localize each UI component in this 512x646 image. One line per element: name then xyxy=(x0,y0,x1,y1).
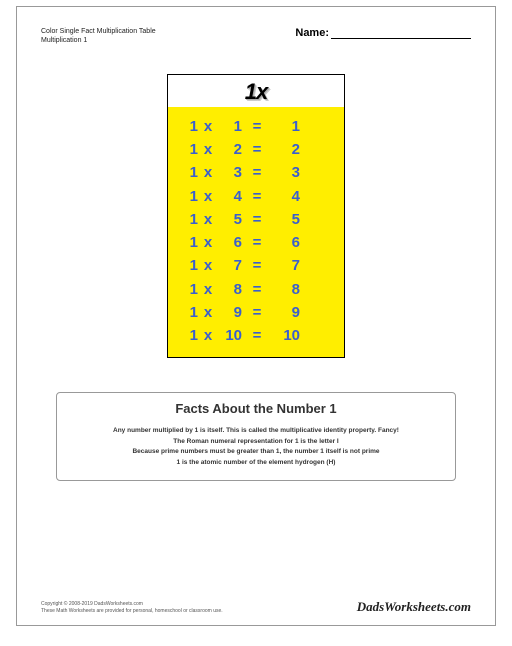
factor-b: 2 xyxy=(218,138,242,161)
factor-b: 8 xyxy=(218,278,242,301)
operator: x xyxy=(198,278,218,301)
multiplication-table: 1x 1x1=11x2=21x3=31x4=41x5=51x6=61x7=71x… xyxy=(167,74,345,359)
name-field: Name: xyxy=(295,27,471,39)
fact-line: Because prime numbers must be greater th… xyxy=(67,447,445,457)
facts-title: Facts About the Number 1 xyxy=(67,401,445,416)
operator: x xyxy=(198,138,218,161)
factor-a: 1 xyxy=(182,185,198,208)
factor-a: 1 xyxy=(182,254,198,277)
operator: x xyxy=(198,161,218,184)
brand-logo: DadsWorksheets.com xyxy=(357,599,471,615)
fact-row: 1x9=9 xyxy=(182,301,330,324)
fact-row: 1x6=6 xyxy=(182,231,330,254)
fact-line: Any number multiplied by 1 is itself. Th… xyxy=(67,426,445,436)
facts-lines: Any number multiplied by 1 is itself. Th… xyxy=(67,426,445,468)
answer: 9 xyxy=(272,301,300,324)
factor-b: 5 xyxy=(218,208,242,231)
fact-row: 1x8=8 xyxy=(182,278,330,301)
equals: = xyxy=(242,254,272,277)
factor-a: 1 xyxy=(182,278,198,301)
factor-b: 10 xyxy=(218,324,242,347)
answer: 3 xyxy=(272,161,300,184)
equals: = xyxy=(242,115,272,138)
fact-row: 1x1=1 xyxy=(182,115,330,138)
answer: 5 xyxy=(272,208,300,231)
table-heading: 1x xyxy=(168,75,344,107)
fact-row: 1x7=7 xyxy=(182,254,330,277)
operator: x xyxy=(198,254,218,277)
factor-a: 1 xyxy=(182,231,198,254)
equals: = xyxy=(242,231,272,254)
fact-row: 1x4=4 xyxy=(182,185,330,208)
operator: x xyxy=(198,231,218,254)
factor-a: 1 xyxy=(182,208,198,231)
answer: 1 xyxy=(272,115,300,138)
factor-a: 1 xyxy=(182,301,198,324)
equals: = xyxy=(242,138,272,161)
footer-left: Copyright © 2008-2019 DadsWorksheets.com… xyxy=(41,601,223,615)
factor-a: 1 xyxy=(182,138,198,161)
title-line-1: Color Single Fact Multiplication Table xyxy=(41,27,156,36)
equals: = xyxy=(242,301,272,324)
operator: x xyxy=(198,185,218,208)
table-heading-text: 1x xyxy=(245,79,267,104)
answer: 8 xyxy=(272,278,300,301)
name-line[interactable] xyxy=(331,29,471,39)
fact-row: 1x5=5 xyxy=(182,208,330,231)
fact-row: 1x3=3 xyxy=(182,161,330,184)
answer: 10 xyxy=(272,324,300,347)
equals: = xyxy=(242,278,272,301)
worksheet-page: Color Single Fact Multiplication Table M… xyxy=(16,6,496,626)
factor-a: 1 xyxy=(182,324,198,347)
tagline-text: These Math Worksheets are provided for p… xyxy=(41,608,223,615)
fact-line: The Roman numeral representation for 1 i… xyxy=(67,437,445,447)
operator: x xyxy=(198,324,218,347)
fact-row: 1x2=2 xyxy=(182,138,330,161)
fact-line: 1 is the atomic number of the element hy… xyxy=(67,458,445,468)
fact-row: 1x10=10 xyxy=(182,324,330,347)
equals: = xyxy=(242,185,272,208)
answer: 2 xyxy=(272,138,300,161)
factor-b: 1 xyxy=(218,115,242,138)
factor-b: 6 xyxy=(218,231,242,254)
factor-a: 1 xyxy=(182,161,198,184)
operator: x xyxy=(198,301,218,324)
title-line-2: Multiplication 1 xyxy=(41,36,156,45)
answer: 6 xyxy=(272,231,300,254)
operator: x xyxy=(198,208,218,231)
equals: = xyxy=(242,324,272,347)
title-block: Color Single Fact Multiplication Table M… xyxy=(41,27,156,46)
operator: x xyxy=(198,115,218,138)
name-label: Name: xyxy=(295,27,329,39)
factor-b: 4 xyxy=(218,185,242,208)
factor-b: 9 xyxy=(218,301,242,324)
factor-b: 3 xyxy=(218,161,242,184)
footer: Copyright © 2008-2019 DadsWorksheets.com… xyxy=(41,599,471,615)
answer: 4 xyxy=(272,185,300,208)
factor-b: 7 xyxy=(218,254,242,277)
factor-a: 1 xyxy=(182,115,198,138)
answer: 7 xyxy=(272,254,300,277)
equals: = xyxy=(242,161,272,184)
table-body: 1x1=11x2=21x3=31x4=41x5=51x6=61x7=71x8=8… xyxy=(168,107,344,358)
facts-box: Facts About the Number 1 Any number mult… xyxy=(56,392,456,481)
copyright-text: Copyright © 2008-2019 DadsWorksheets.com xyxy=(41,601,223,608)
header: Color Single Fact Multiplication Table M… xyxy=(41,27,471,46)
equals: = xyxy=(242,208,272,231)
